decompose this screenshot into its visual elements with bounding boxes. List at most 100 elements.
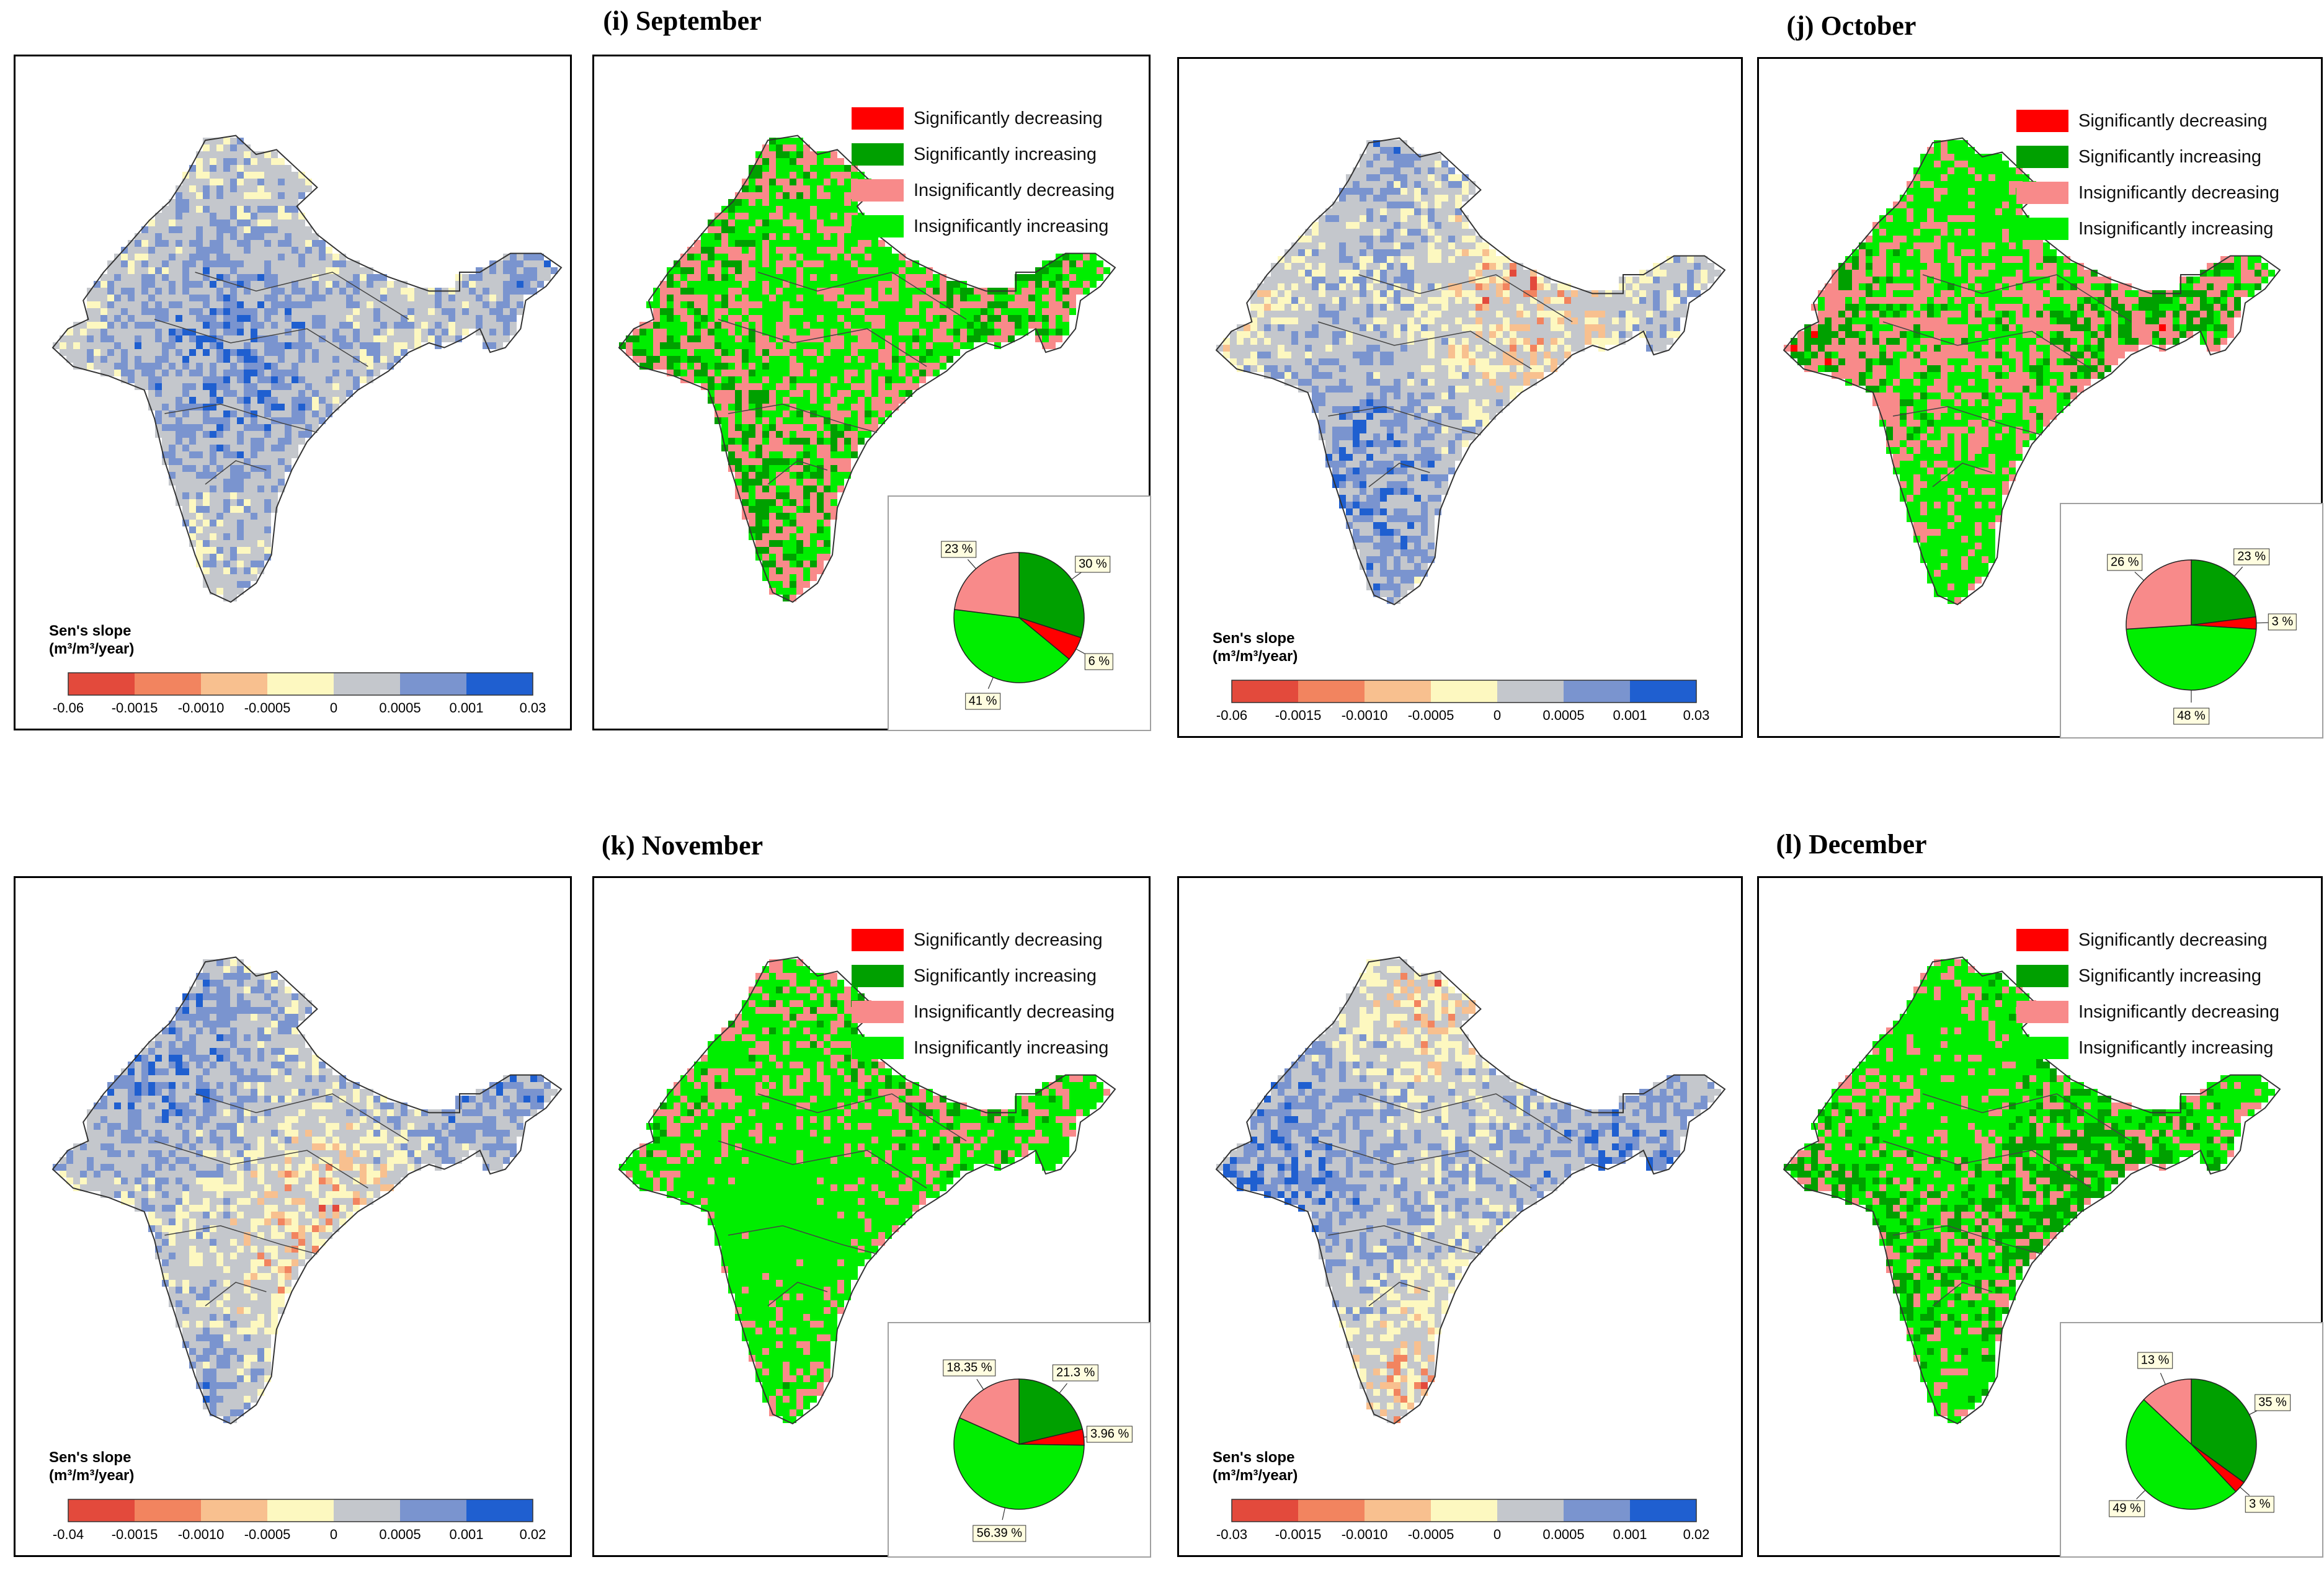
- legend-label: Insignificantly decreasing: [914, 1002, 1115, 1022]
- colorbar-tick-label: 0.02: [1683, 1527, 1710, 1542]
- pie-label: 49 %: [2109, 1500, 2145, 1517]
- pie-chart-box: 21.3 % 3.96 % 56.39 % 18.35 %: [888, 1322, 1151, 1558]
- trend-map: [618, 135, 1116, 603]
- colorbar-title-line2: (m³/m³/year): [1213, 648, 1298, 665]
- colorbar: [1231, 1499, 1697, 1522]
- colorbar-segment: [267, 1499, 334, 1522]
- colorbar-tick-label: 0: [1493, 1527, 1502, 1542]
- sens-slope-map-frame: Sen's slope (m³/m³/year) -0.03 -0.0015 -0.00…: [1177, 876, 1743, 1557]
- colorbar-tick-label: -0.0010: [1341, 708, 1388, 723]
- pie-label: 3.96 %: [1086, 1426, 1133, 1443]
- colorbar-tick-label: 0.001: [1613, 1527, 1647, 1542]
- pie-slice: [953, 552, 1020, 618]
- sens-slope-map-frame: Sen's slope (m³/m³/year) -0.06 -0.0015 -0.00…: [14, 55, 572, 730]
- legend-swatch: [852, 143, 904, 166]
- sens-slope-grid: [1215, 956, 1726, 1425]
- sens-slope-grid: [51, 956, 563, 1425]
- trend-grid: [618, 956, 1116, 1425]
- colorbar-segment: [334, 1499, 400, 1522]
- trend-map-frame: Significantly decreasing Significantly in…: [1757, 57, 2323, 739]
- colorbar-segment: [135, 673, 201, 695]
- legend-label: Insignificantly increasing: [2078, 1038, 2274, 1058]
- pie-label: 26 %: [2107, 554, 2143, 571]
- colorbar: [68, 1499, 533, 1522]
- colorbar: [68, 672, 533, 696]
- colorbar-title: Sen's slope (m³/m³/year): [49, 1449, 134, 1484]
- colorbar-tick-label: 0.001: [449, 1527, 484, 1542]
- colorbar-segment: [1232, 1499, 1298, 1522]
- legend-label: Significantly increasing: [2078, 966, 2261, 986]
- colorbar-segment: [201, 673, 267, 695]
- trend-grid: [1783, 137, 2281, 606]
- colorbar-segment: [334, 673, 400, 695]
- colorbar-title-line2: (m³/m³/year): [49, 1467, 135, 1484]
- trend-grid: [618, 135, 1116, 603]
- pie-slice: [2191, 559, 2257, 626]
- colorbar-tick-label: -0.0005: [244, 1527, 291, 1542]
- trend-map-frame: Significantly decreasing Significantly in…: [592, 876, 1151, 1558]
- colorbar-segment: [1564, 1499, 1630, 1522]
- trend-map: [1783, 956, 2281, 1425]
- colorbar-segment: [1298, 1499, 1365, 1522]
- legend-label: Insignificantly increasing: [914, 216, 1109, 236]
- colorbar-tick-label: -0.03: [1216, 1527, 1248, 1542]
- colorbar-title-line2: (m³/m³/year): [49, 641, 135, 657]
- pie-chart: [953, 552, 1087, 689]
- colorbar-segment: [1630, 680, 1696, 703]
- pie-chart-box: 23 % 3 % 48 % 26 %: [2060, 503, 2323, 739]
- sens-slope-grid: [51, 135, 563, 603]
- colorbar-segment: [400, 673, 466, 695]
- colorbar-tick-label: -0.0010: [177, 1527, 225, 1542]
- colorbar-segment: [1365, 680, 1431, 703]
- pie-chart: [2126, 559, 2269, 703]
- pie-chart-box: 35 % 3 % 49 % 13 %: [2060, 1322, 2323, 1558]
- legend-swatch: [2016, 146, 2068, 168]
- sens-slope-map: [1215, 956, 1726, 1522]
- colorbar-segment: [1431, 1499, 1497, 1522]
- colorbar-tick-label: 0.0005: [1543, 1527, 1585, 1542]
- legend-label: Significantly increasing: [914, 144, 1097, 164]
- colorbar-tick-label: 0: [329, 1527, 338, 1542]
- pie-chart-box: 30 % 6 % 41 % 23 %: [888, 495, 1151, 731]
- colorbar-tick-label: -0.06: [1216, 708, 1248, 723]
- pie-label: 6 %: [1084, 653, 1114, 670]
- sens-slope-map-frame: Sen's slope (m³/m³/year) -0.06 -0.0015 -0.00…: [1177, 57, 1743, 738]
- colorbar-tick-label: -0.0010: [177, 700, 225, 716]
- colorbar-tick-label: 0.03: [519, 700, 546, 716]
- colorbar-segment: [68, 673, 135, 695]
- legend-label: Insignificantly decreasing: [914, 180, 1115, 200]
- legend-swatch: [2016, 1001, 2068, 1023]
- pie-label: 56.39 %: [973, 1525, 1026, 1542]
- legend-label: Insignificantly increasing: [914, 1038, 1109, 1058]
- colorbar-tick-label: 0.0005: [379, 700, 421, 716]
- sens-slope-map: [51, 956, 563, 1522]
- legend-label: Insignificantly decreasing: [2078, 1002, 2280, 1022]
- colorbar-segment: [1365, 1499, 1431, 1522]
- sens-slope-grid: [1215, 137, 1726, 606]
- panel-title: (i) September: [603, 6, 762, 36]
- pie-slice: [2143, 1378, 2192, 1445]
- colorbar-segment: [1431, 680, 1497, 703]
- sens-slope-map: [51, 135, 563, 696]
- pie-slice: [953, 609, 1070, 683]
- colorbar-segment: [1630, 1499, 1696, 1522]
- legend-swatch: [852, 215, 904, 237]
- legend-label: Significantly decreasing: [2078, 930, 2268, 950]
- legend-label: Significantly increasing: [2078, 147, 2261, 167]
- pie-chart: [953, 1378, 1097, 1520]
- colorbar-tick-label: -0.0010: [1341, 1527, 1388, 1542]
- colorbar-tick-label: 0.0005: [379, 1527, 421, 1542]
- pie-label: 3 %: [2268, 613, 2297, 631]
- colorbar-segment: [1497, 1499, 1564, 1522]
- sens-slope-map: [1215, 137, 1726, 703]
- pie-label: 13 %: [2137, 1352, 2173, 1369]
- pie-label: 41 %: [964, 693, 1001, 710]
- trend-map: [1783, 137, 2281, 606]
- colorbar-title: Sen's slope (m³/m³/year): [1213, 629, 1298, 665]
- pie-slice: [2126, 624, 2257, 691]
- colorbar-tick-label: -0.0015: [111, 700, 158, 716]
- legend-swatch: [852, 929, 904, 951]
- colorbar-tick-label: -0.0005: [244, 700, 291, 716]
- pie-slice: [2126, 559, 2192, 630]
- trend-grid: [1783, 956, 2281, 1425]
